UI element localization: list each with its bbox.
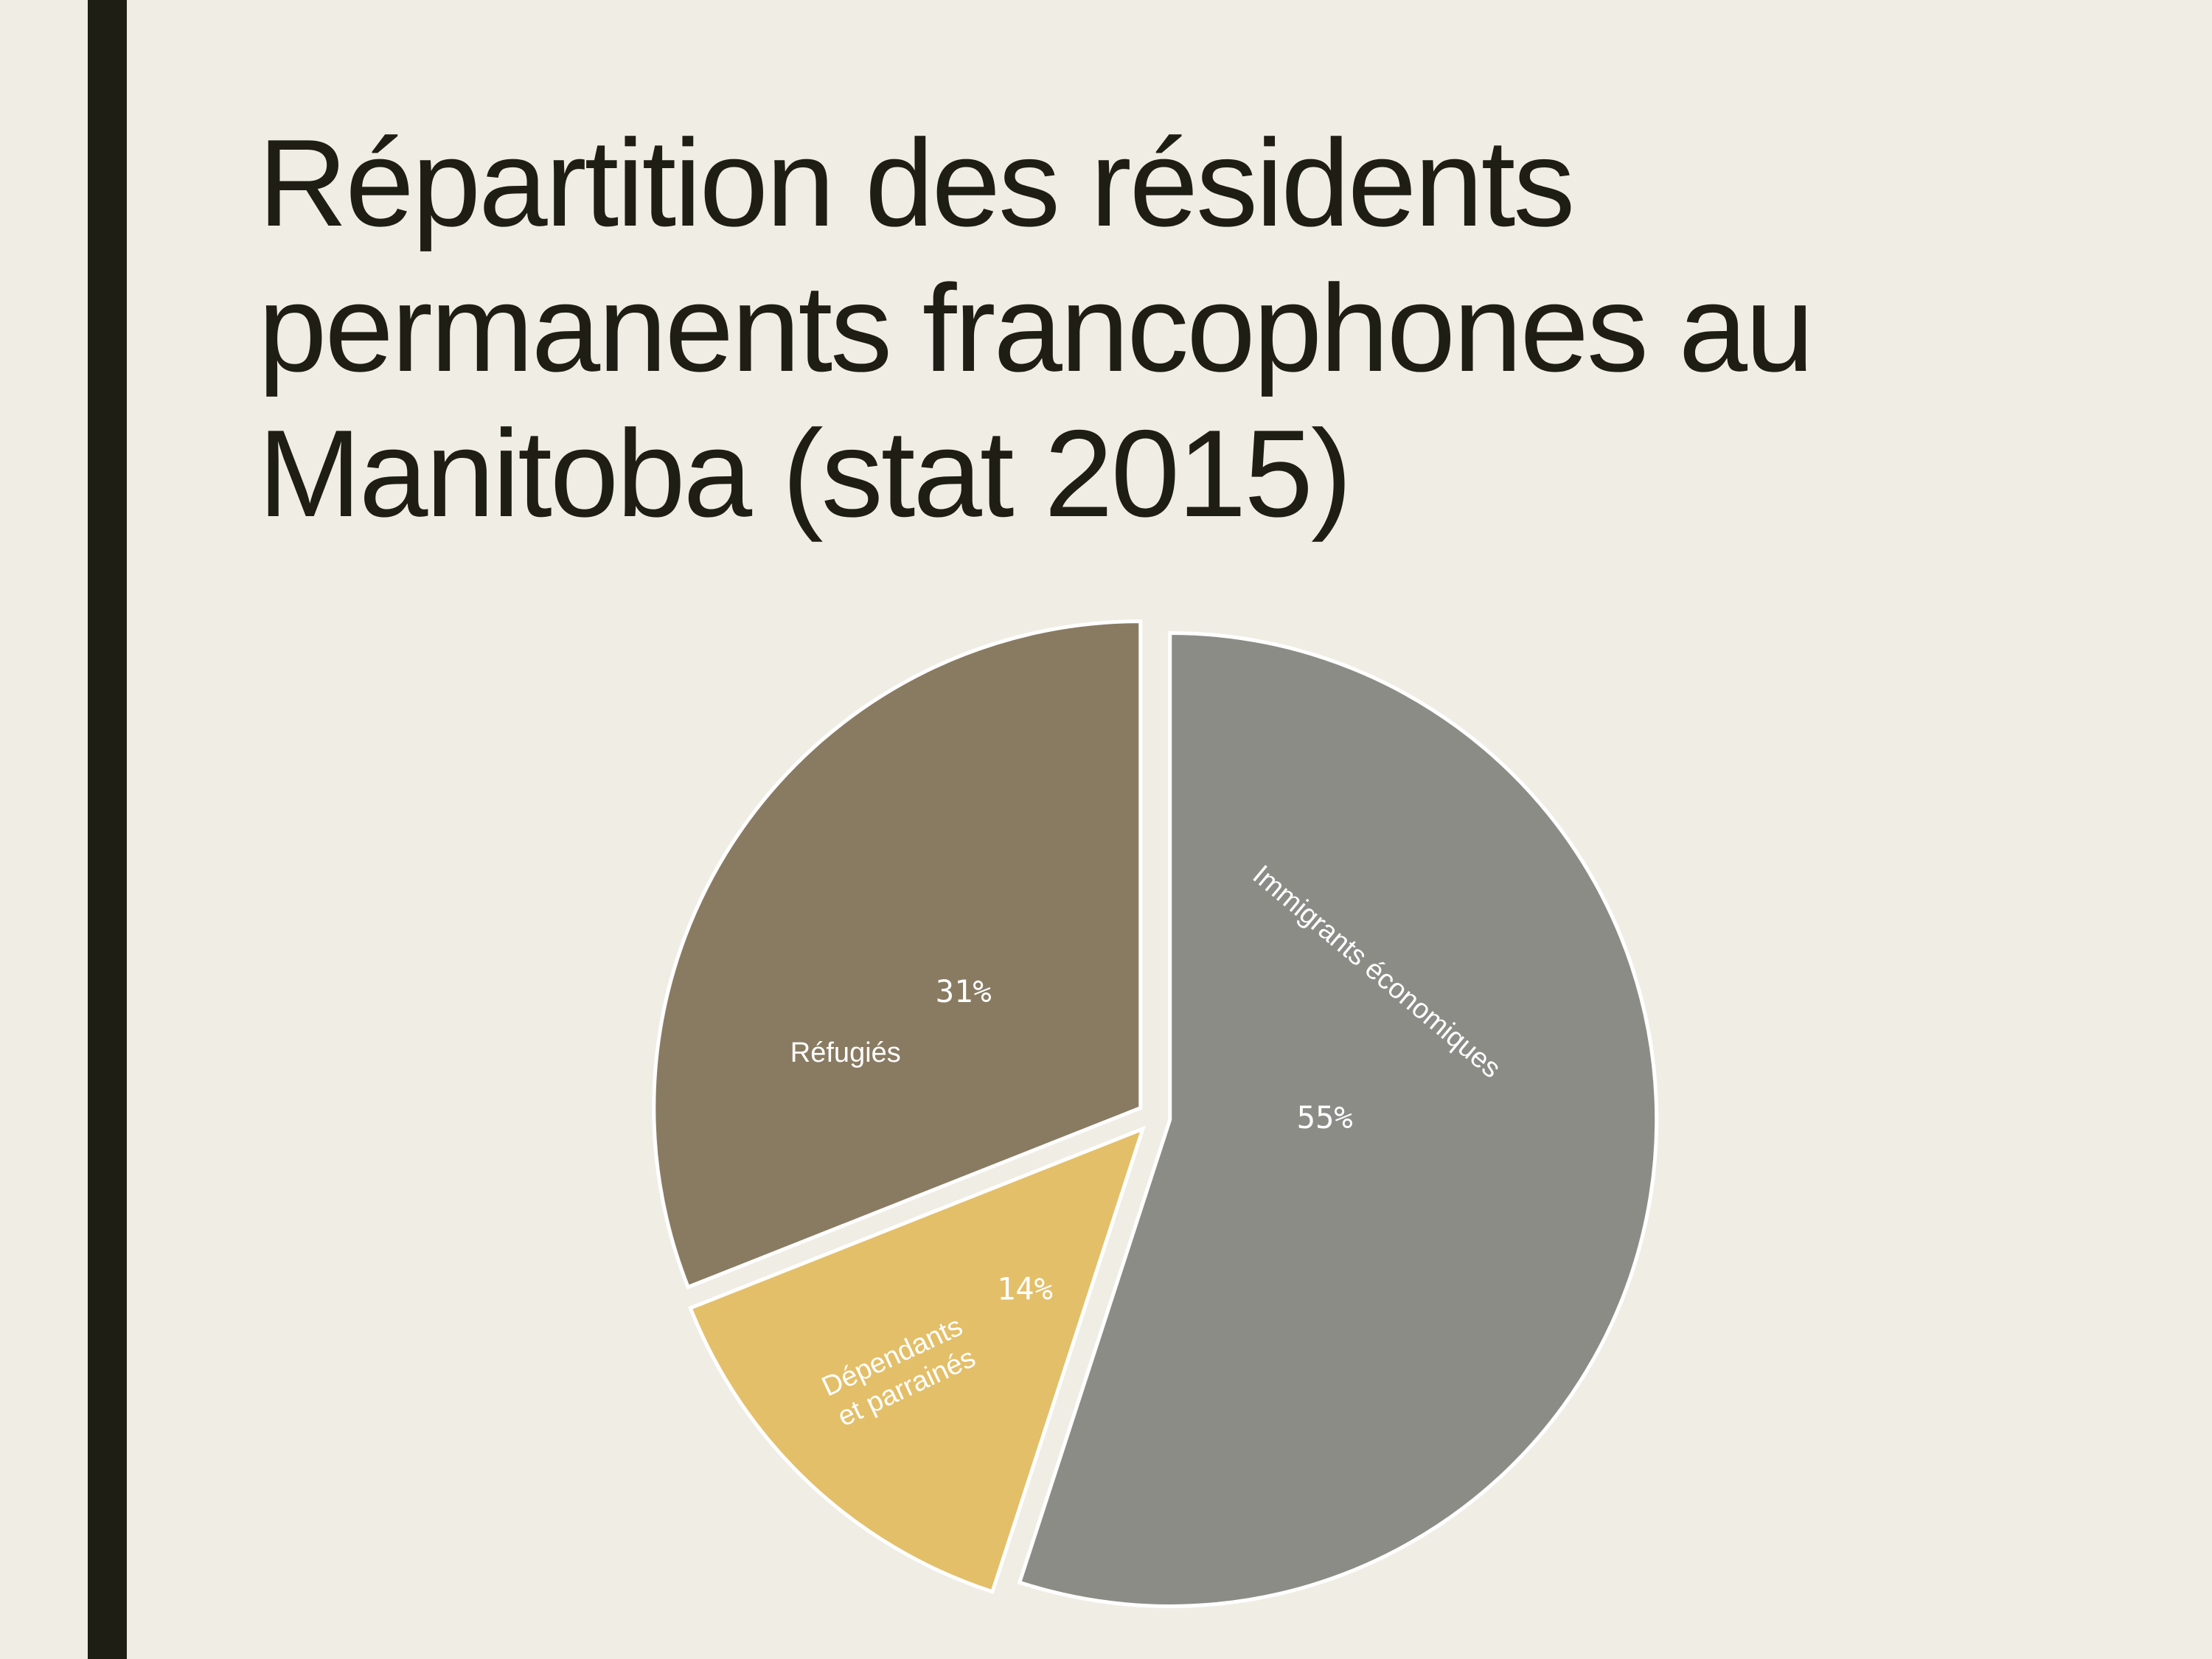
chart-title: Répartition des résidents permanents fra… — [258, 114, 1814, 543]
accent-bar — [88, 0, 127, 1659]
pie-slice — [688, 1125, 1146, 1594]
category-label: Réfugiés — [790, 1037, 901, 1068]
data-label: 55% — [1297, 1099, 1353, 1135]
pie-slice — [1017, 630, 1659, 1608]
data-label: 14% — [997, 1271, 1053, 1307]
category-text: Réfugiés — [790, 1037, 901, 1068]
data-label: 31% — [936, 973, 992, 1009]
pie-slice — [652, 619, 1143, 1290]
